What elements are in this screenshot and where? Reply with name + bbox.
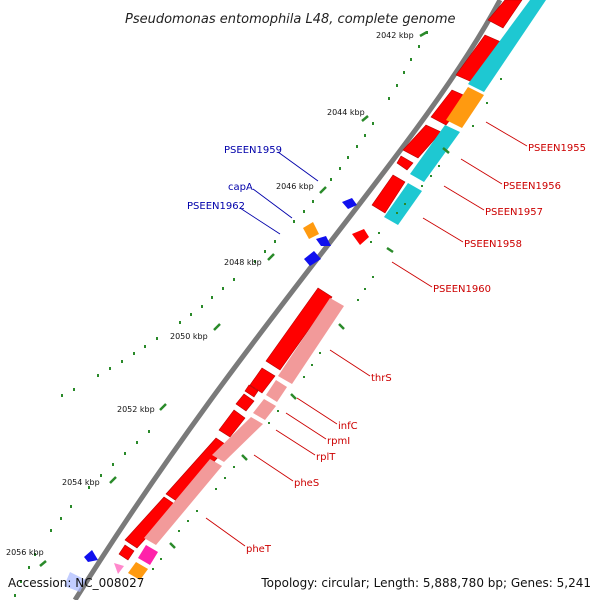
tick-label-2054: 2054 kbp [62,478,100,487]
label-capa: capA [228,182,253,193]
cds-pseen1960 [352,229,369,245]
label-pseen1960: PSEEN1960 [433,284,491,295]
cds-pink-3 [253,399,276,420]
label-infc: infC [338,421,358,432]
gene-blue-bottom [84,550,98,562]
right-label-leaders [205,121,528,547]
cds-pink-4 [212,417,263,462]
cds-pink-5 [144,459,222,545]
label-phes: pheS [294,478,319,489]
cds-pseen1956 [430,89,469,126]
cds-rpmi [235,393,255,412]
label-pseen1955: PSEEN1955 [528,143,586,154]
genome-backbone [72,0,503,600]
label-pseen1962: PSEEN1962 [187,201,245,212]
right-gene-labels: PSEEN1955 PSEEN1956 PSEEN1957 PSEEN1958 … [246,143,586,555]
cds-pseen1957 [402,124,442,159]
cds-magenta [138,545,158,565]
tick-label-2056: 2056 kbp [6,548,44,557]
tick-label-2048: 2048 kbp [224,258,262,267]
cds-pink-2 [266,380,287,402]
genome-summary: Topology: circular; Length: 5,888,780 bp… [260,576,591,590]
label-pseen1958: PSEEN1958 [464,239,522,250]
forward-cds-track [118,0,523,561]
label-pseen1959: PSEEN1959 [224,145,282,156]
tick-label-2050: 2050 kbp [170,332,208,341]
cds-small-b [118,544,135,561]
gene-pseen1962 [304,251,321,266]
map-title: Pseudomonas entomophila L48, complete ge… [125,12,456,27]
tick-label-2042: 2042 kbp [376,31,414,40]
cds-rplt [218,409,246,438]
cds-thrs [265,287,333,371]
gene-blue-2 [316,236,331,246]
cds-pseen1955-a [487,0,523,29]
scale-tick-labels: 2042 kbp 2044 kbp 2046 kbp 2048 kbp 2050… [6,31,414,557]
cds-pseen1957-b [396,155,414,171]
left-gene-labels: PSEEN1959 capA PSEEN1962 [187,145,282,212]
gene-capa [303,222,319,239]
cds-orange-2 [128,562,148,580]
tick-label-2044: 2044 kbp [327,108,365,117]
label-thrs: thrS [371,373,392,384]
cds-orange-1 [446,87,484,128]
label-phet: pheT [246,544,272,555]
small-gene-arrows [84,198,369,574]
inner-scale-dots [152,78,502,570]
gene-pink-bottom [114,563,124,574]
scale-tick-marks [39,30,428,567]
tick-label-2052: 2052 kbp [117,405,155,414]
cds-infc [249,367,276,394]
outer-scale-dots [14,31,428,597]
label-rplt: rplT [316,452,336,463]
cds-phet [124,496,177,549]
inner-scale-ticks [169,147,450,549]
reverse-cds-track [64,0,546,592]
cds-pseen1958 [371,174,406,214]
left-label-leaders [239,151,319,235]
cds-pink-1 [278,298,344,384]
cds-cyan-3 [384,183,422,225]
cds-cyan-2 [410,125,460,182]
cds-small-a [244,384,259,398]
gene-blue-1 [342,198,357,209]
label-pseen1957: PSEEN1957 [485,207,543,218]
cds-cyan-1 [468,0,546,92]
accession-label: Accession: NC_008027 [8,576,144,590]
cds-lightblue [64,572,86,592]
tick-label-2046: 2046 kbp [276,182,314,191]
label-pseen1956: PSEEN1956 [503,181,561,192]
label-rpmi: rpmI [327,436,350,447]
